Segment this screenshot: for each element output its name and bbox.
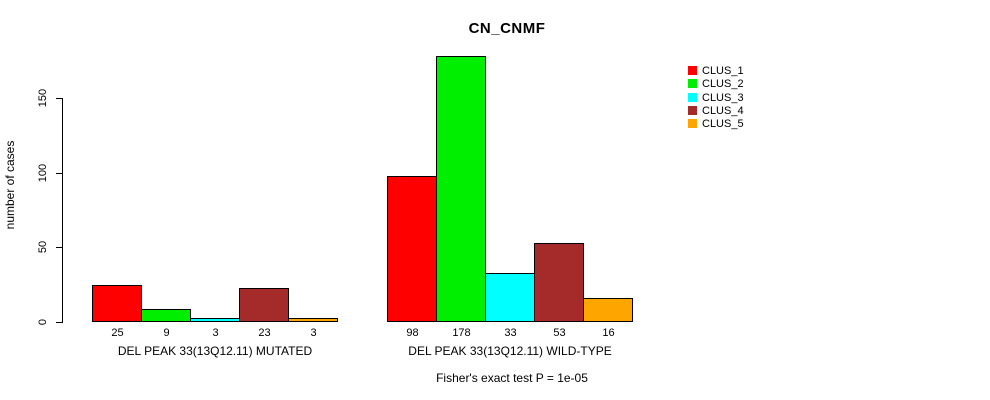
y-axis-tick — [56, 322, 62, 323]
bar-clus_2 — [141, 309, 191, 322]
legend-swatch-clus_2 — [688, 79, 697, 88]
x-group-label-wild-type: DEL PEAK 33(13Q12.11) WILD-TYPE — [408, 344, 612, 358]
bar-value-label: 53 — [553, 327, 566, 339]
bar-clus_2 — [436, 56, 486, 322]
y-axis-label: number of cases — [3, 140, 17, 230]
bar-value-label: 25 — [111, 327, 124, 339]
y-axis-tick — [56, 173, 62, 174]
bar-value-label: 3 — [212, 327, 219, 339]
bar-clus_4 — [534, 243, 584, 322]
bar-clus_5 — [583, 298, 633, 322]
legend-swatch-clus_1 — [688, 66, 697, 75]
bar-clus_3 — [485, 273, 535, 322]
bar-clus_1 — [92, 285, 142, 322]
legend-label-clus_4: CLUS_4 — [702, 105, 744, 117]
y-axis-line — [62, 98, 63, 323]
legend-label-clus_2: CLUS_2 — [702, 78, 744, 90]
legend-swatch-clus_5 — [688, 119, 697, 128]
x-group-label-mutated: DEL PEAK 33(13Q12.11) MUTATED — [117, 344, 313, 358]
legend-swatch-clus_4 — [688, 106, 697, 115]
legend-label-clus_5: CLUS_5 — [702, 118, 744, 130]
y-axis-tick-label: 50 — [37, 240, 49, 254]
bar-value-label: 16 — [602, 327, 615, 339]
chart-title: CN_CNMF — [468, 20, 546, 37]
legend-label-clus_3: CLUS_3 — [702, 92, 744, 104]
bar-clus_1 — [387, 176, 437, 322]
bar-clus_4 — [239, 288, 289, 322]
bar-value-label: 9 — [163, 327, 170, 339]
fisher-test-caption: Fisher's exact test P = 1e-05 — [436, 371, 588, 385]
bar-value-label: 3 — [310, 327, 317, 339]
bar-value-label: 33 — [504, 327, 517, 339]
bar-clus_3 — [190, 318, 240, 322]
legend-label-clus_1: CLUS_1 — [702, 65, 744, 77]
bar-clus_5 — [288, 318, 338, 322]
bar-value-label: 23 — [258, 327, 271, 339]
y-axis-tick-label: 100 — [37, 163, 49, 183]
y-axis-tick-label: 150 — [37, 88, 49, 108]
bar-value-label: 178 — [452, 327, 471, 339]
bar-value-label: 98 — [406, 327, 419, 339]
y-axis-tick — [56, 98, 62, 99]
y-axis-tick — [56, 247, 62, 248]
y-axis-tick-label: 0 — [37, 318, 49, 326]
legend-swatch-clus_3 — [688, 93, 697, 102]
